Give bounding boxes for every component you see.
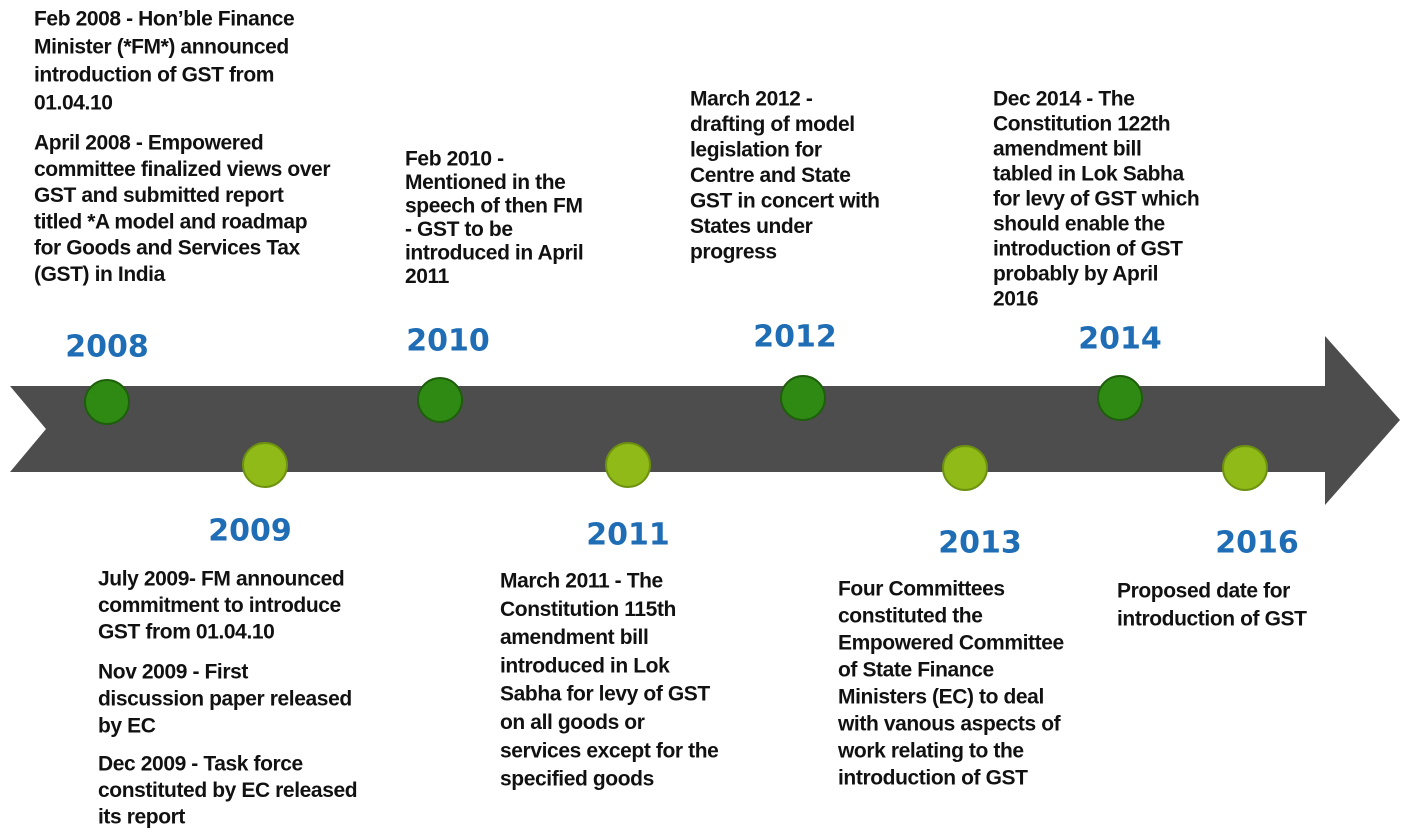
event-text: introduction of GST [1117,608,1307,631]
event-text: April 2008 - Empowered [34,132,263,155]
event-text: Feb 2008 - Hon’ble Finance [34,8,294,31]
event-text: Empowered Committee [838,632,1064,655]
event-text: Minister (*FM*) announced [34,36,289,59]
event-text: introduction of GST [838,767,1028,790]
milestone-dot [605,442,651,488]
event-text: Sabha for levy of GST [500,683,710,706]
event-text: - GST to be [405,218,513,241]
event-text: titled *A model and roadmap [34,210,307,233]
milestone-dot [1097,375,1143,421]
event-text: on all goods or [500,711,645,734]
event-text: Centre and State [690,164,850,187]
event-text: Ministers (EC) to deal [838,686,1044,709]
event-text: tabled in Lok Sabha [993,163,1184,186]
event-text: 2016 [993,288,1038,311]
milestone-dot [242,442,288,488]
event-text: Constitution 122th [993,113,1170,136]
event-text: GST from 01.04.10 [98,621,274,644]
year-label: 2014 [1078,322,1162,357]
event-text: work relating to the [837,740,1024,763]
event-text: commitment to introduce [98,594,341,617]
event-text: of State Finance [838,659,994,682]
event-text: constituted the [838,605,983,628]
event-text: legislation for [690,139,822,162]
year-label: 2016 [1215,526,1299,561]
event-text: Mentioned in the [405,171,565,194]
event-text: discussion paper released [98,688,352,711]
event-text: Constitution 115th [500,598,676,621]
event-text: should enable the [993,213,1165,236]
event-text: Four Committees [838,578,1005,601]
event-text: amendment bill [500,626,648,649]
event-text: services except for the [500,739,718,762]
event-text: Dec 2009 - Task force [98,753,303,776]
event-text: 01.04.10 [34,92,113,115]
year-label: 2012 [753,320,837,355]
event-text: progress [690,241,777,264]
event-text: GST and submitted report [34,184,284,207]
event-text: committee finalized views over [34,158,330,181]
event-text: for levy of GST which [993,188,1199,211]
event-text: Feb 2010 - [405,148,504,171]
event-text: probably by April [993,263,1158,286]
event-text: speech of then FM [405,195,583,218]
event-text: its report [98,806,185,829]
year-label: 2008 [65,330,149,365]
year-label: 2009 [208,514,292,549]
milestone-dot [417,377,463,423]
event-text: drafting of model [690,113,855,136]
arrow [10,336,1400,505]
event-text: amendment bill [993,138,1141,161]
event-text: by EC [98,715,156,738]
year-label: 2013 [938,526,1022,561]
event-text: March 2012 - [690,88,813,111]
event-text: introduced in Lok [500,654,670,677]
event-text: States under [690,215,813,238]
milestone-dot [84,379,130,425]
year-label: 2011 [586,518,670,553]
event-text: March 2011 - The [500,570,663,593]
year-label: 2010 [406,324,490,359]
event-text: Proposed date for [1117,580,1290,603]
milestone-dot [780,375,826,421]
event-text: (GST) in India [34,263,166,286]
event-text: introduction of GST from [34,64,274,87]
milestone-dot [942,445,988,491]
event-text: introduced in April [405,242,583,265]
event-text: July 2009- FM announced [98,568,344,591]
event-text: 2011 [405,265,450,288]
event-text: for Goods and Services Tax [34,237,301,260]
event-text: specified goods [500,768,654,791]
event-text: constituted by EC released [98,779,357,802]
event-text: Dec 2014 - The [993,88,1134,111]
event-text: GST in concert with [690,190,880,213]
milestone-dot [1222,445,1268,491]
event-text: Nov 2009 - First [98,661,248,684]
event-text: with vanous aspects of [837,713,1062,736]
event-text: introduction of GST [993,238,1183,261]
